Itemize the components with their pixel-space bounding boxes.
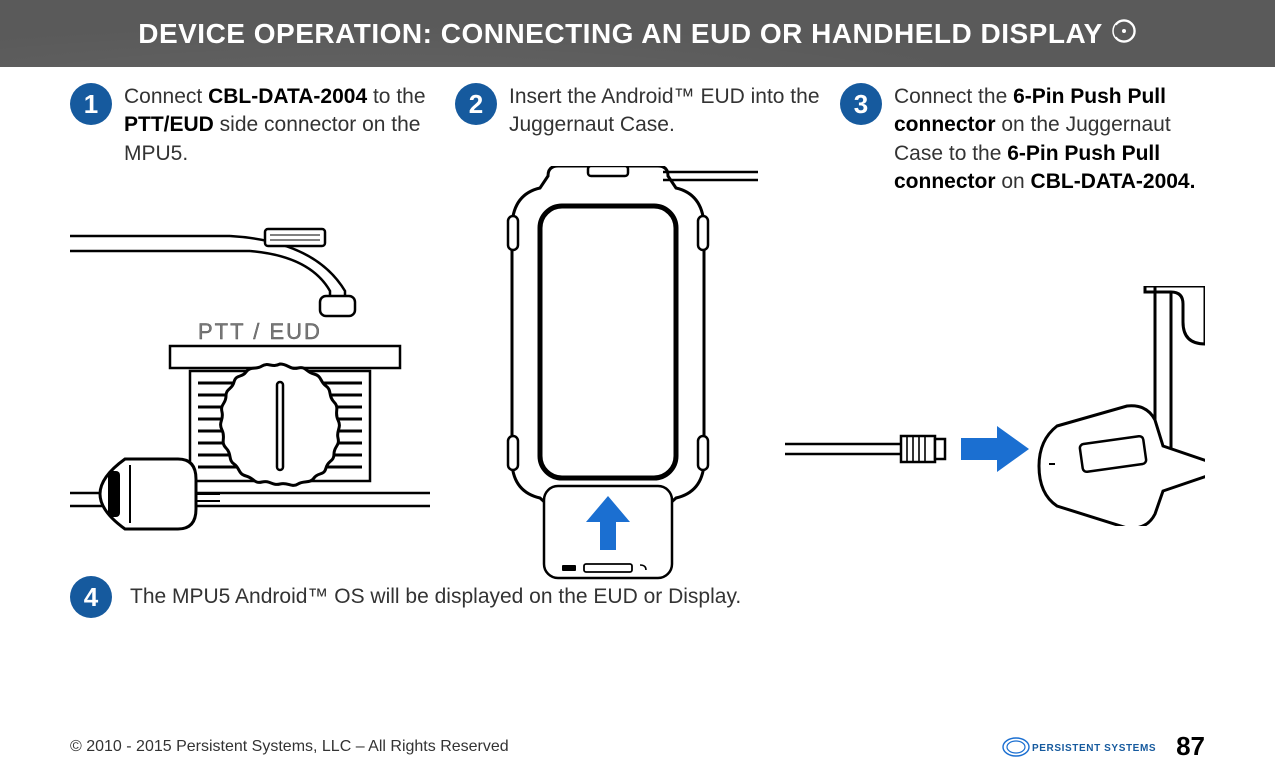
ptt-eud-label: PTT / EUD (198, 319, 322, 344)
step-1: 1 Connect CBL-DATA-2004 to the PTT/EUD s… (70, 83, 435, 196)
brand-logo-icon: PERSISTENT SYSTEMS (1002, 735, 1162, 759)
header-band: DEVICE OPERATION: CONNECTING AN EUD OR H… (0, 0, 1275, 67)
step-badge-4: 4 (70, 576, 112, 618)
step-badge-1: 1 (70, 83, 112, 125)
copyright-text: © 2010 - 2015 Persistent Systems, LLC – … (70, 738, 509, 756)
footer: © 2010 - 2015 Persistent Systems, LLC – … (0, 731, 1275, 762)
step-text-4: The MPU5 Android™ OS will be displayed o… (130, 583, 741, 611)
illustration-connector-mating (785, 186, 1205, 566)
svg-text:PERSISTENT SYSTEMS: PERSISTENT SYSTEMS (1032, 743, 1156, 754)
step-badge-3: 3 (840, 83, 882, 125)
step-badge-2: 2 (455, 83, 497, 125)
illustration-ptt-connector: PTT / EUD (70, 186, 430, 566)
step-text-1: Connect CBL-DATA-2004 to the PTT/EUD sid… (124, 83, 435, 196)
step-3: 3 Connect the 6-Pin Push Pull connector … (840, 83, 1205, 196)
illustrations-row: PTT / EUD (0, 186, 1275, 566)
settings-icon (1111, 18, 1137, 49)
page-number: 87 (1176, 731, 1205, 762)
step-text-3: Connect the 6-Pin Push Pull connector on… (894, 83, 1205, 196)
illustration-juggernaut-case (450, 186, 765, 566)
brand-block: PERSISTENT SYSTEMS 87 (1002, 731, 1205, 762)
right-arrow-icon (961, 426, 1029, 472)
page-title: DEVICE OPERATION: CONNECTING AN EUD OR H… (138, 18, 1103, 50)
